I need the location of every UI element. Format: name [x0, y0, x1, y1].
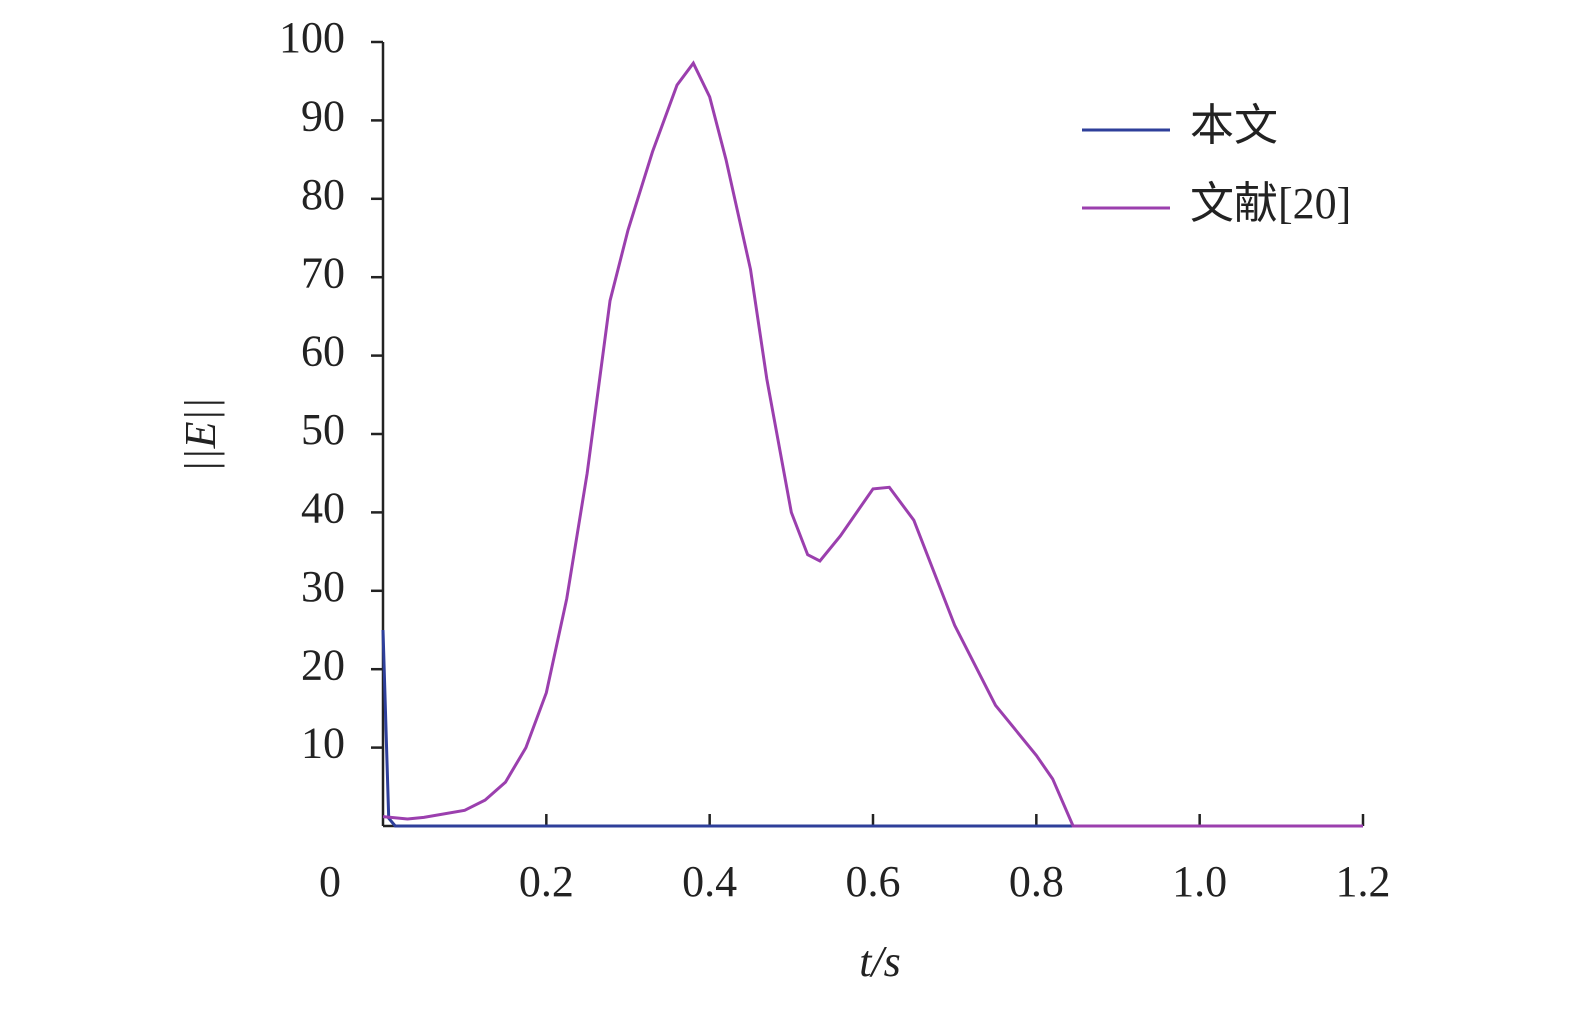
legend-label: 本文 — [1190, 101, 1278, 150]
series-line — [381, 629, 1363, 828]
series-line — [382, 60, 1363, 828]
y-tick-label: 70 — [301, 248, 345, 297]
x-tick-label: 1.2 — [1336, 857, 1391, 906]
legend-label: 文献[20] — [1190, 179, 1351, 228]
x-tick-label: 0.6 — [846, 857, 901, 906]
y-tick-label: 50 — [301, 405, 345, 454]
y-tick-label: 10 — [301, 719, 345, 768]
y-tick-label: 80 — [301, 170, 345, 219]
x-tick-label: 0 — [319, 857, 341, 906]
y-tick-label: 40 — [301, 483, 345, 532]
x-axis-label: t/s — [859, 937, 901, 986]
y-tick-label: 30 — [301, 562, 345, 611]
x-tick-label: 0.2 — [519, 857, 574, 906]
y-tick-label: 60 — [301, 327, 345, 376]
y-tick-label: 90 — [301, 91, 345, 140]
x-tick-label: 1.0 — [1172, 857, 1227, 906]
x-tick-label: 0.8 — [1009, 857, 1064, 906]
y-tick-label: 20 — [301, 640, 345, 689]
y-axis-label: ||E|| — [176, 397, 225, 472]
y-tick-label: 100 — [279, 13, 345, 62]
x-tick-label: 0.4 — [682, 857, 737, 906]
